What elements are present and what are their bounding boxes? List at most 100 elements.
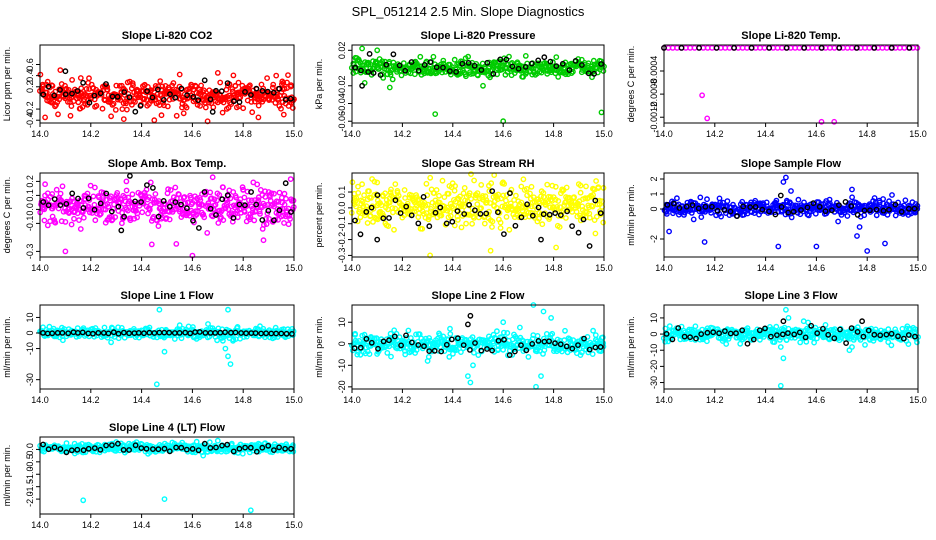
data-point — [287, 95, 294, 102]
data-point — [384, 349, 391, 356]
data-point — [432, 209, 439, 216]
data-point — [426, 223, 433, 230]
data-point — [196, 329, 203, 335]
y-axis-label: degrees C per min. — [2, 177, 12, 254]
data-point — [704, 338, 710, 345]
data-point — [137, 102, 144, 109]
data-point — [445, 190, 452, 197]
x-tick-label: 14.0 — [31, 263, 49, 273]
data-point — [752, 203, 759, 210]
data-point — [172, 199, 179, 206]
data-point — [172, 184, 179, 191]
data-point — [229, 86, 236, 92]
data-point — [123, 187, 130, 194]
data-point — [97, 200, 104, 207]
data-point — [529, 212, 536, 219]
data-point — [569, 345, 576, 352]
data-point — [421, 62, 428, 68]
data-point — [856, 224, 863, 230]
data-point — [509, 63, 516, 70]
data-point — [352, 331, 358, 338]
data-point — [483, 210, 490, 217]
data-point — [461, 211, 468, 217]
data-point — [408, 339, 415, 346]
data-point — [785, 209, 792, 216]
data-point — [468, 195, 474, 202]
data-point — [773, 323, 780, 330]
data-point — [424, 201, 431, 208]
data-point — [97, 90, 104, 97]
data-point — [131, 215, 138, 222]
data-point — [547, 204, 553, 211]
data-point — [352, 217, 358, 224]
y-tick-label: 0 — [649, 332, 659, 337]
panel-title: Slope Li-820 CO2 — [122, 30, 212, 42]
data-point — [57, 87, 63, 93]
data-point — [143, 186, 150, 193]
data-point — [139, 209, 146, 216]
data-point — [195, 225, 202, 231]
data-point — [259, 88, 266, 94]
data-point — [363, 203, 370, 210]
data-point — [222, 205, 229, 212]
data-point — [398, 342, 404, 349]
data-point — [151, 117, 158, 124]
data-point — [90, 193, 97, 200]
data-point — [515, 65, 522, 72]
data-point — [55, 111, 61, 118]
data-points — [37, 306, 297, 388]
data-point — [158, 112, 165, 119]
data-point — [489, 188, 496, 195]
data-point — [831, 326, 838, 332]
x-tick-label: 14.2 — [82, 263, 100, 273]
data-point — [176, 71, 183, 78]
data-point — [101, 324, 108, 331]
data-point — [487, 247, 494, 254]
data-point — [527, 190, 533, 197]
data-point — [111, 201, 117, 208]
x-tick-label: 14.8 — [545, 263, 563, 273]
data-point — [744, 340, 751, 347]
data-point — [364, 220, 371, 226]
data-point — [674, 195, 680, 202]
data-point — [542, 202, 549, 208]
data-point — [392, 181, 399, 188]
data-point — [522, 64, 529, 70]
data-point — [173, 240, 180, 247]
data-point — [219, 196, 226, 203]
data-point — [380, 338, 387, 345]
data-point — [699, 92, 705, 99]
data-point — [289, 105, 296, 111]
data-point — [571, 194, 577, 201]
data-point — [45, 83, 52, 90]
y-tick-label: -10 — [25, 342, 35, 355]
data-point — [124, 106, 130, 113]
y-tick-label: 0.0 — [25, 443, 35, 456]
data-point — [575, 181, 582, 188]
data-point — [800, 318, 807, 325]
data-point — [562, 327, 568, 334]
data-point — [466, 201, 472, 208]
data-point — [423, 180, 430, 187]
data-point — [208, 195, 215, 202]
data-point — [503, 56, 510, 63]
data-point — [59, 183, 66, 190]
data-points — [37, 172, 297, 259]
data-point — [146, 324, 153, 331]
data-point — [402, 195, 408, 201]
x-tick-label: 15.0 — [909, 263, 927, 273]
data-point — [193, 211, 200, 218]
data-point — [365, 69, 372, 75]
data-point — [437, 204, 444, 211]
data-point — [190, 94, 197, 100]
data-point — [59, 329, 66, 336]
data-point — [44, 222, 51, 229]
data-point — [415, 220, 422, 227]
data-point — [154, 86, 161, 93]
data-point — [103, 190, 110, 197]
panel-3: Slope Li-820 Temp.degrees C per min.14.0… — [626, 30, 927, 139]
data-point — [535, 337, 542, 344]
y-tick-label: -10 — [337, 359, 347, 372]
data-point — [361, 192, 367, 199]
data-point — [371, 178, 378, 185]
